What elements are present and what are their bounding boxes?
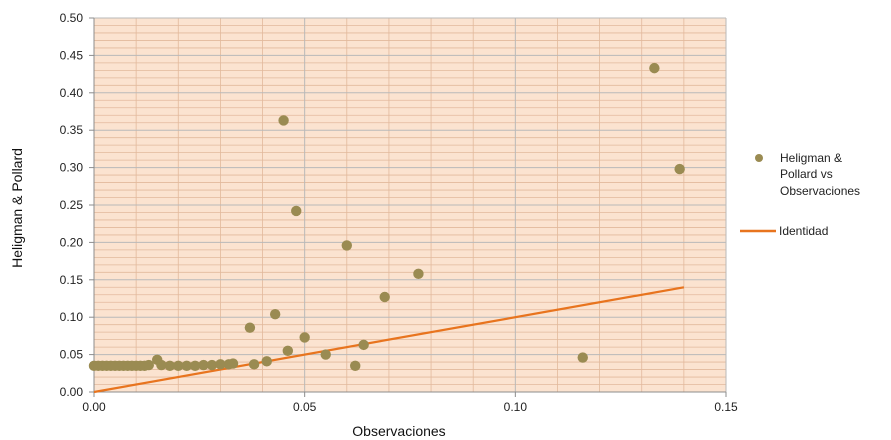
y-tick-label: 0.20 <box>60 235 84 249</box>
scatter-point <box>249 359 259 369</box>
scatter-point <box>649 63 659 73</box>
scatter-point <box>578 352 588 362</box>
y-tick-label: 0.45 <box>60 48 84 62</box>
scatter-point <box>674 164 684 174</box>
y-tick-label: 0.15 <box>60 273 84 287</box>
y-tick-labels: 0.00 0.05 0.10 0.15 0.20 0.25 0.30 0.35 0.40 0.45… <box>60 11 94 399</box>
y-tick-label: 0.10 <box>60 310 84 324</box>
scatter-point <box>350 361 360 371</box>
y-tick-label: 0.35 <box>60 123 84 137</box>
x-axis-title: Observaciones <box>352 423 445 439</box>
y-tick-label: 0.50 <box>60 11 84 25</box>
x-tick-label: 0.15 <box>714 400 738 414</box>
legend-scatter-label-line-1: Heligman & <box>780 151 842 165</box>
legend-scatter-label-line-2: Pollard vs <box>780 167 833 181</box>
scatter-point <box>321 349 331 359</box>
x-tick-labels: 0.00 0.05 0.10 0.15 <box>82 392 738 414</box>
scatter-point <box>342 240 352 250</box>
scatter-point <box>380 292 390 302</box>
scatter-point <box>270 309 280 319</box>
x-tick-label: 0.05 <box>293 400 317 414</box>
scatter-point <box>245 322 255 332</box>
y-tick-label: 0.05 <box>60 348 84 362</box>
scatter-point <box>262 356 272 366</box>
scatter-point <box>358 340 368 350</box>
x-tick-label: 0.00 <box>82 400 106 414</box>
scatter-point <box>413 269 423 279</box>
y-axis-title: Heligman & Pollard <box>9 148 25 268</box>
scatter-point <box>228 358 238 368</box>
legend-identity-label: Identidad <box>779 224 828 238</box>
scatter-point <box>291 206 301 216</box>
scatter-point <box>283 346 293 356</box>
scatter-point <box>299 332 309 342</box>
scatter-point <box>278 115 288 125</box>
y-tick-label: 0.40 <box>60 86 84 100</box>
y-tick-label: 0.25 <box>60 198 84 212</box>
y-tick-label: 0.30 <box>60 161 84 175</box>
legend-scatter-label-line-3: Observaciones <box>780 184 860 198</box>
y-tick-label: 0.00 <box>60 385 84 399</box>
legend: Heligman & Pollard vs Observaciones Iden… <box>740 151 860 238</box>
x-tick-label: 0.10 <box>504 400 528 414</box>
legend-scatter-marker <box>755 154 763 162</box>
